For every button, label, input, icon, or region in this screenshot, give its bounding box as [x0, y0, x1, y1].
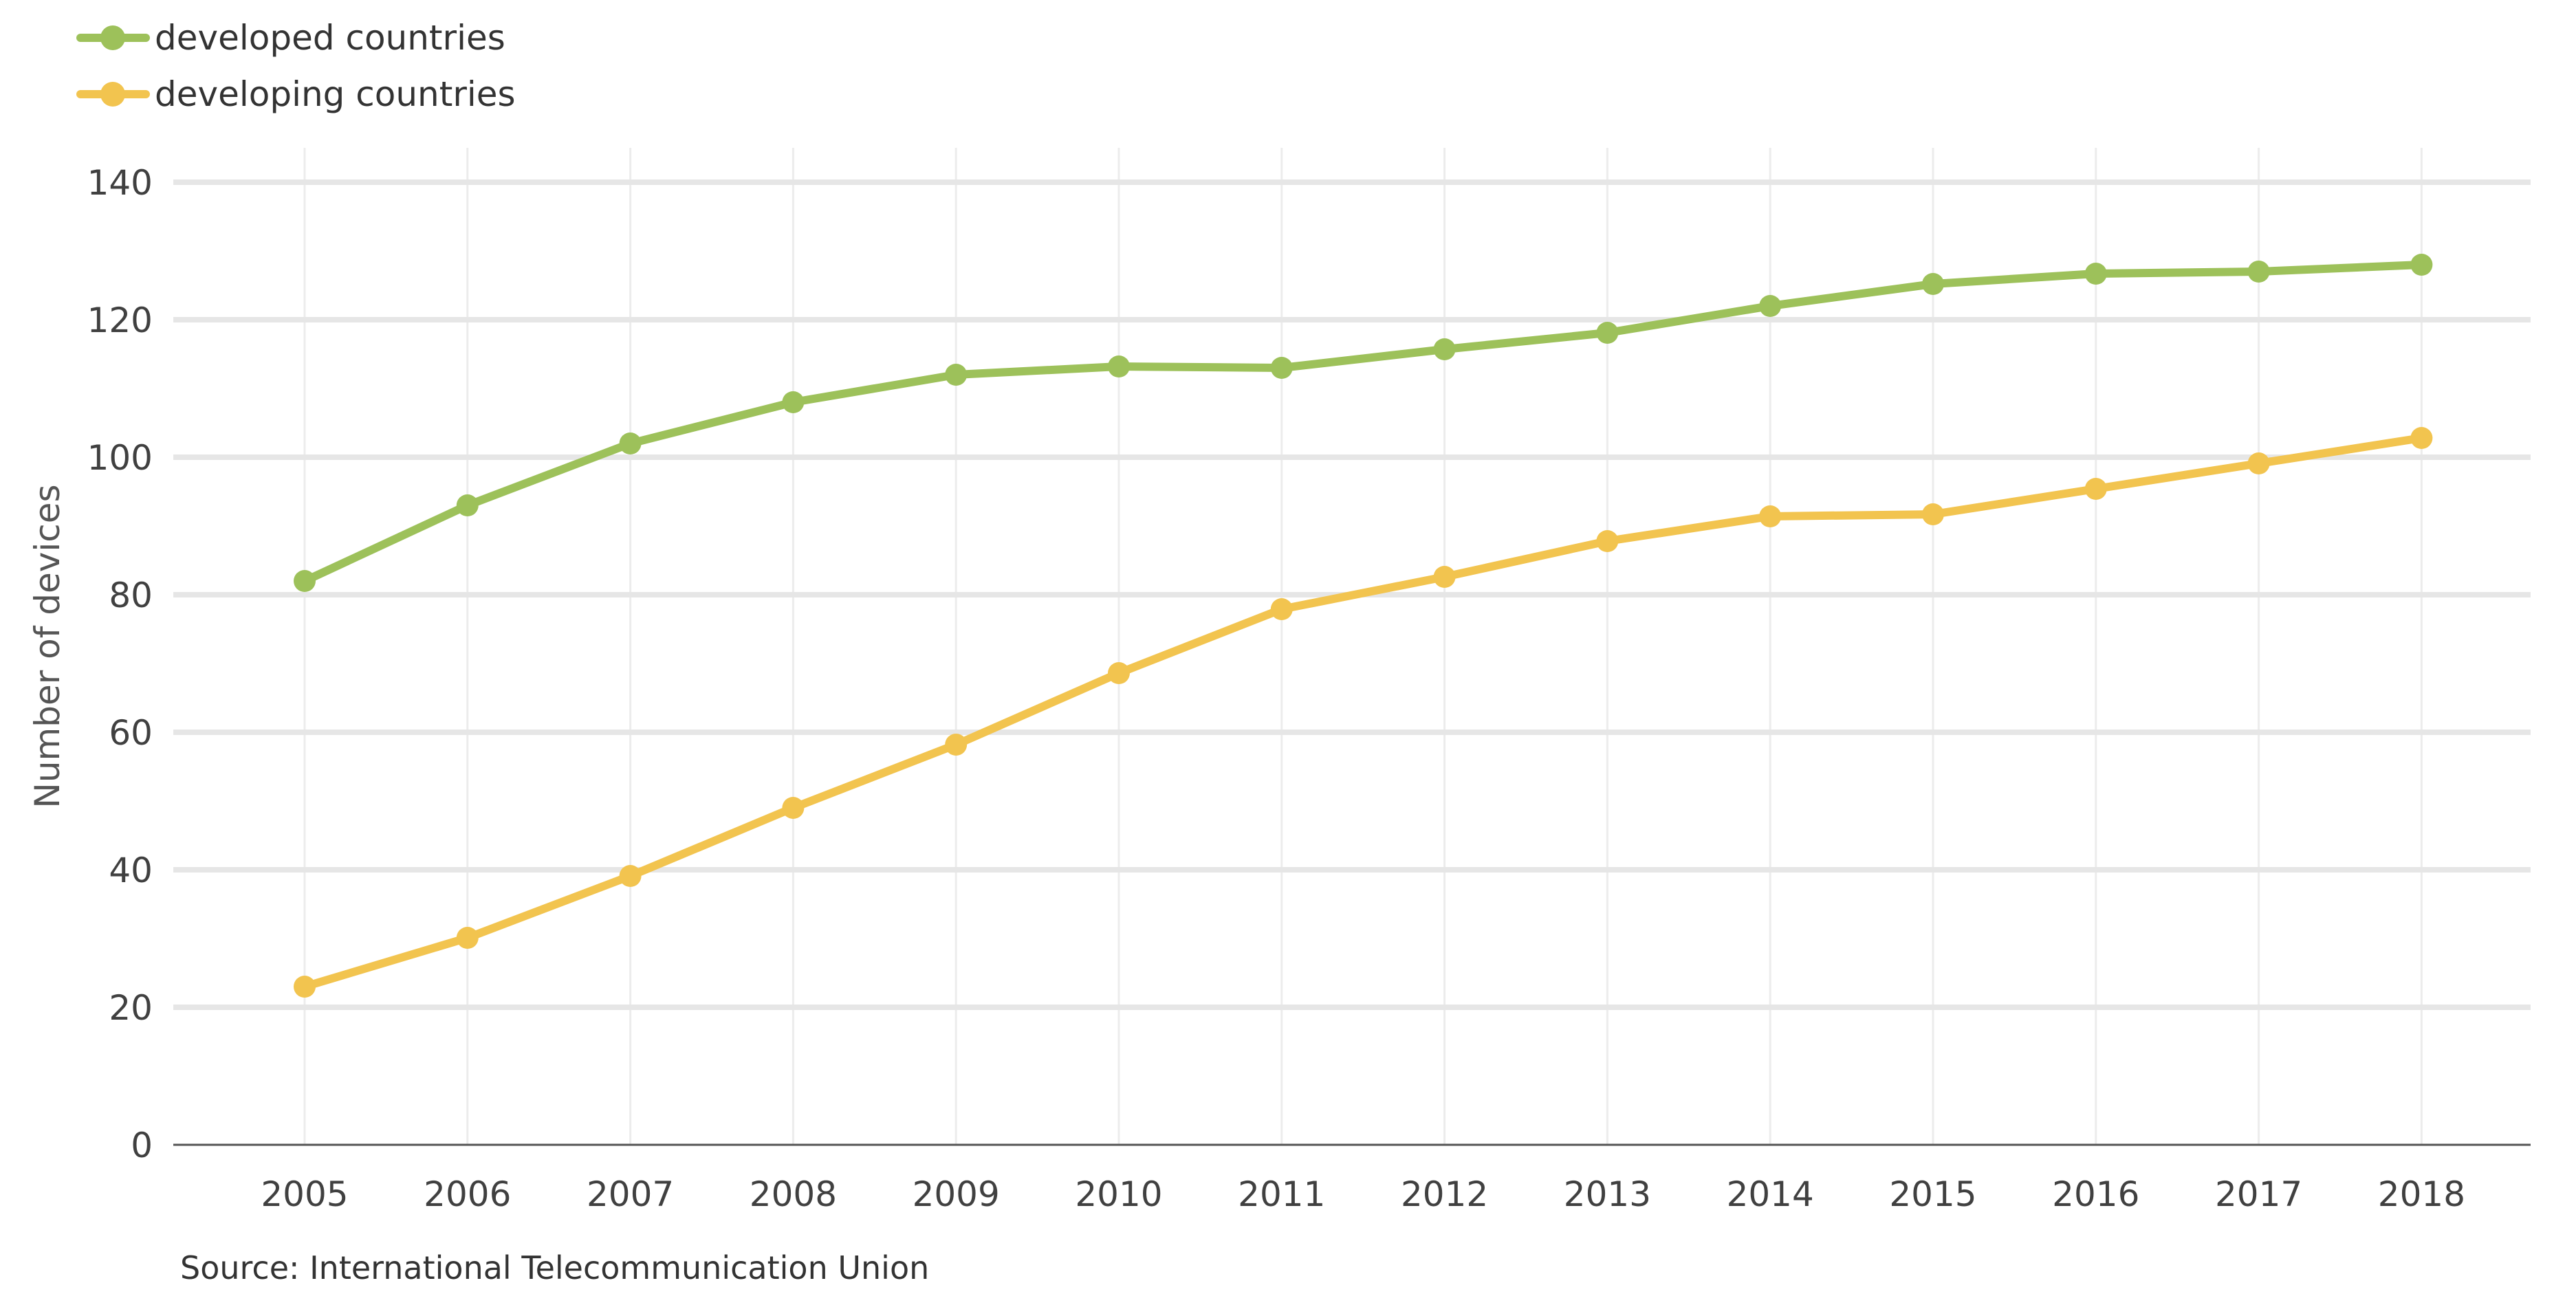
point-developed-countries-2014	[1759, 295, 1782, 317]
legend-label-developing-countries: developing countries	[155, 74, 516, 114]
x-tick-label-2009: 2009	[913, 1174, 1000, 1214]
x-tick-label-2016: 2016	[2052, 1174, 2139, 1214]
point-developed-countries-2018	[2410, 254, 2433, 276]
legend-item-developed-countries: developed countries	[76, 18, 505, 58]
point-developed-countries-2013	[1596, 322, 1619, 344]
point-developing-countries-2010	[1108, 662, 1130, 684]
y-tick-label-0: 0	[131, 1126, 153, 1165]
y-tick-label-120: 120	[87, 300, 153, 340]
x-tick-label-2015: 2015	[1889, 1174, 1976, 1214]
y-tick-label-140: 140	[87, 163, 153, 203]
x-tick-label-2013: 2013	[1564, 1174, 1651, 1214]
legend-item-developing-countries: developing countries	[76, 74, 516, 114]
series-line-developing-countries	[301, 434, 2426, 991]
legend-label-developed-countries: developed countries	[155, 18, 505, 58]
point-developed-countries-2009	[945, 364, 968, 386]
x-tick-label-2011: 2011	[1238, 1174, 1325, 1214]
legend-swatch-dot-developing-countries	[100, 82, 125, 107]
point-developed-countries-2008	[782, 391, 805, 413]
point-developing-countries-2008	[782, 797, 805, 819]
point-developing-countries-2012	[1433, 566, 1456, 588]
x-tick-label-2008: 2008	[750, 1174, 837, 1214]
point-developed-countries-2010	[1108, 355, 1130, 377]
point-developing-countries-2013	[1596, 530, 1619, 552]
point-developing-countries-2016	[2084, 478, 2107, 500]
point-developing-countries-2017	[2247, 452, 2270, 474]
source-note: Source: International Telecommunication …	[180, 1249, 929, 1286]
point-developing-countries-2015	[1922, 503, 1944, 525]
x-tick-label-2007: 2007	[587, 1174, 674, 1214]
point-developed-countries-2016	[2084, 263, 2107, 285]
legend: developed countries developing countries	[76, 18, 516, 114]
x-tick-label-2018: 2018	[2378, 1174, 2465, 1214]
point-developed-countries-2017	[2247, 261, 2270, 283]
point-developing-countries-2007	[619, 865, 642, 887]
x-tick-label-2010: 2010	[1075, 1174, 1162, 1214]
legend-swatch-dot-developed-countries	[100, 25, 125, 50]
x-tick-label-2006: 2006	[424, 1174, 511, 1214]
y-axis-ticks: 0 20 40 60 80 100 120 140	[87, 163, 153, 1165]
point-developed-countries-2012	[1433, 338, 1456, 360]
x-tick-label-2017: 2017	[2215, 1174, 2302, 1214]
point-developed-countries-2011	[1270, 357, 1293, 379]
x-tick-label-2005: 2005	[261, 1174, 348, 1214]
y-tick-label-40: 40	[109, 851, 153, 890]
point-developed-countries-2005	[294, 570, 316, 592]
series-developed-countries	[294, 254, 2433, 592]
y-axis-title: Number of devices	[28, 484, 67, 808]
point-developing-countries-2006	[456, 927, 479, 949]
vertical-gridlines	[303, 148, 2423, 1145]
x-tick-label-2012: 2012	[1401, 1174, 1488, 1214]
y-tick-label-80: 80	[109, 575, 153, 615]
y-tick-label-100: 100	[87, 438, 153, 478]
x-tick-label-2014: 2014	[1727, 1174, 1814, 1214]
y-tick-label-60: 60	[109, 713, 153, 753]
x-axis-ticks: 2005 2006 2007 2008 2009 2010 2011 2012 2013 2014…	[261, 1174, 2465, 1214]
series-developing-countries	[294, 427, 2433, 998]
point-developed-countries-2006	[456, 494, 479, 516]
series-line-developed-countries	[301, 261, 2426, 585]
series-layer	[294, 254, 2433, 998]
point-developing-countries-2014	[1759, 505, 1782, 527]
y-tick-label-20: 20	[109, 988, 153, 1028]
point-developed-countries-2007	[619, 432, 642, 454]
point-developing-countries-2005	[294, 976, 316, 998]
point-developing-countries-2009	[945, 734, 968, 756]
point-developing-countries-2011	[1270, 598, 1293, 620]
point-developed-countries-2015	[1922, 273, 1944, 295]
point-developing-countries-2018	[2410, 427, 2433, 449]
